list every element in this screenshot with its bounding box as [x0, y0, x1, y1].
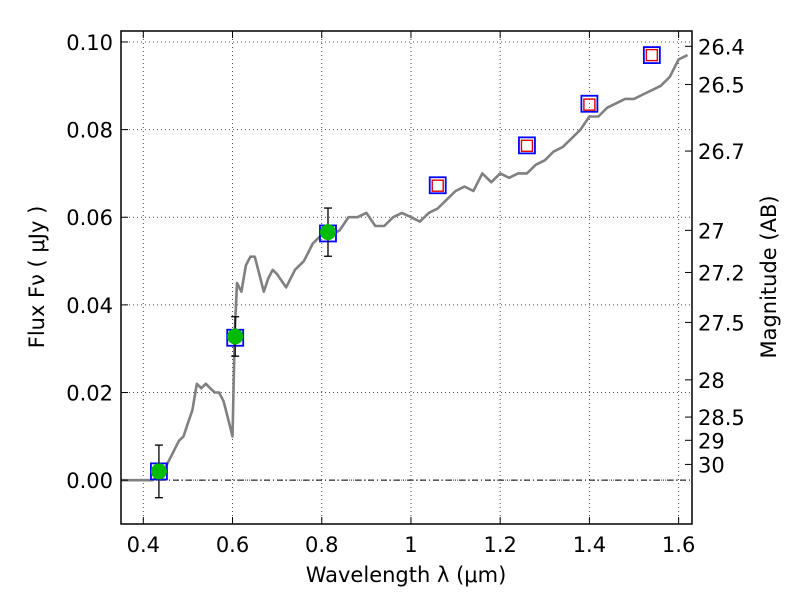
mag-tick-label: 27.2: [698, 261, 745, 285]
plot-frame: [120, 30, 693, 525]
y-tick-label: 0.04: [66, 294, 113, 318]
axis-ticks: 0.4 0.6 0.8 1 1.2 1.4 1.6 0.00 0.02 0.04 0.06 0.08 0…: [66, 31, 745, 557]
model-square-point: [642, 46, 661, 65]
plot-series: [121, 46, 689, 499]
model-square-point: [428, 176, 447, 195]
y-tick-label: 0.00: [66, 469, 113, 493]
mag-tick-label: 27: [698, 219, 725, 243]
mag-tick-label: 28.5: [698, 406, 745, 430]
mag-tick-label: 30: [698, 453, 725, 477]
upper-limit-square-point: [431, 179, 444, 192]
observed-flux-point: [319, 224, 336, 241]
mag-tick-label: 28: [698, 369, 725, 393]
upper-limit-square-point: [583, 98, 596, 111]
model-square-point: [580, 94, 599, 113]
grid-lines: [121, 31, 692, 524]
mag-tick-label: 26.7: [698, 140, 745, 164]
y-tick-label: 0.02: [66, 382, 113, 406]
upper-limit-square-point: [520, 139, 534, 153]
y-tick-label: 0.10: [66, 31, 113, 55]
y-tick-label: 0.06: [66, 206, 113, 230]
mag-tick-label: 26.4: [698, 35, 745, 59]
x-axis-label: Wavelength λ (μm): [306, 563, 507, 587]
observed-flux-point: [150, 463, 167, 480]
model-square-point: [518, 136, 536, 155]
y-axis-right-label: Magnitude (AB): [757, 195, 781, 358]
x-tick-label: 1.4: [573, 533, 606, 557]
template-spectrum-line: [121, 53, 689, 482]
x-tick-label: 0.8: [305, 533, 338, 557]
x-tick-label: 1.2: [483, 533, 516, 557]
mag-tick-label: 26.5: [698, 73, 745, 97]
upper-limit-square-point: [645, 48, 659, 62]
x-tick-label: 1.6: [662, 533, 695, 557]
mag-tick-label: 29: [698, 429, 725, 453]
x-tick-label: 0.4: [127, 533, 160, 557]
observed-flux-point: [227, 328, 244, 345]
y-tick-label: 0.08: [66, 119, 113, 143]
x-tick-label: 1: [404, 533, 417, 557]
mag-tick-label: 27.5: [698, 311, 745, 335]
y-axis-label: Flux Fν ( μJy ): [25, 206, 49, 349]
x-tick-label: 0.6: [216, 533, 249, 557]
